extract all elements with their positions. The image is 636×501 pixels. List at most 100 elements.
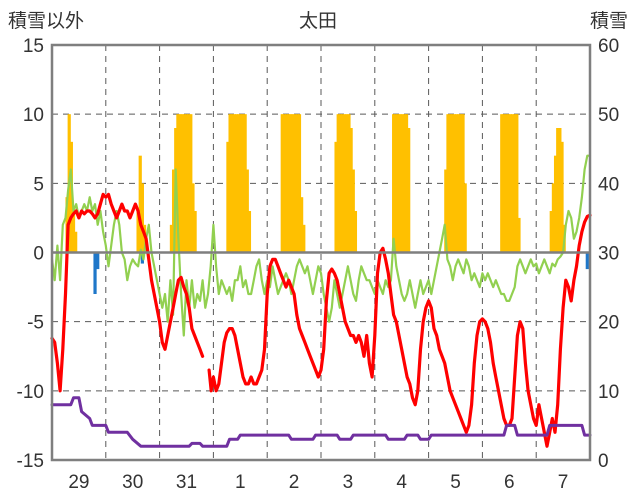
bar [69, 141, 73, 253]
bar [515, 114, 519, 253]
day-tick-label: 4 [396, 472, 407, 493]
bar [291, 114, 295, 253]
day-tick-label: 3 [343, 472, 354, 493]
left-tick-labels: 15 10 5 0 -5 -10 -15 [17, 36, 44, 472]
bar [93, 252, 97, 294]
bar [138, 155, 142, 253]
bar-series [65, 114, 589, 294]
bar [293, 114, 297, 253]
bar [558, 128, 562, 253]
bar [232, 114, 236, 253]
bar [446, 114, 450, 253]
bar [549, 211, 553, 253]
bar [182, 114, 186, 253]
bar [284, 114, 289, 253]
bar [184, 114, 189, 253]
bar [187, 114, 191, 253]
left-tick-label: -5 [27, 313, 44, 334]
bar [74, 231, 78, 253]
bar [506, 114, 510, 253]
bar [336, 114, 340, 253]
bar [351, 169, 355, 253]
right-tick-label: 0 [598, 451, 609, 472]
day-tick-label: 1 [235, 472, 246, 493]
bar [345, 114, 349, 253]
bar [295, 114, 299, 253]
bar [340, 114, 345, 253]
bar [245, 169, 249, 253]
bar [461, 114, 465, 253]
bar [500, 114, 504, 253]
right-tick-label: 20 [598, 313, 619, 334]
left-tick-label: -15 [17, 451, 44, 472]
bar [247, 211, 252, 253]
bar [338, 114, 342, 253]
bar [178, 114, 182, 253]
left-tick-label: -10 [17, 382, 44, 403]
bar [136, 211, 140, 253]
bar [287, 114, 291, 253]
bar [334, 141, 338, 253]
right-tick-label: 40 [598, 174, 619, 195]
bar [517, 217, 521, 253]
bar [407, 128, 411, 253]
day-tick-label: 7 [558, 472, 569, 493]
bar [353, 211, 358, 253]
bar [585, 252, 589, 270]
bar [140, 183, 144, 253]
bar [302, 224, 306, 253]
bar [191, 183, 195, 253]
grid-lines [52, 45, 590, 460]
purple_line-path [50, 396, 592, 448]
bar [556, 128, 560, 253]
bar [347, 114, 351, 253]
bar [510, 114, 515, 253]
bar [504, 114, 508, 253]
bar [171, 169, 176, 253]
bar [343, 114, 347, 253]
bar [193, 211, 197, 253]
left-tick-label: 5 [33, 174, 44, 195]
day-tick-label: 6 [504, 472, 515, 493]
bar [228, 114, 232, 253]
bar [71, 211, 76, 253]
bar [513, 114, 517, 253]
bar [551, 183, 556, 253]
bar [280, 114, 284, 253]
right-axis-title: 積雪 [590, 10, 628, 32]
bar [297, 114, 302, 253]
bar [226, 141, 230, 253]
bar [452, 114, 457, 253]
bar [239, 114, 243, 253]
bar [400, 114, 404, 253]
bar [237, 114, 241, 253]
bar [189, 114, 193, 253]
bar [402, 114, 406, 253]
right-tick-label: 50 [598, 105, 619, 126]
bar [243, 114, 247, 253]
bar [444, 169, 448, 253]
bar [392, 114, 396, 253]
bar [463, 183, 467, 253]
bar [230, 114, 234, 253]
bar [398, 114, 402, 253]
left-tick-label: 10 [23, 105, 44, 126]
bar [289, 114, 293, 253]
bar [234, 114, 239, 253]
red_line-path [207, 213, 592, 448]
bar [349, 128, 353, 253]
bar [180, 114, 184, 253]
bar [448, 114, 452, 253]
bar [394, 114, 398, 253]
right-tick-label: 10 [598, 382, 619, 403]
left-axis-title: 積雪以外 [8, 10, 84, 32]
chart-title: 太田 [299, 10, 337, 32]
bar [176, 114, 180, 253]
red_line-path [50, 192, 205, 393]
right-tick-label: 60 [598, 36, 619, 57]
plot-frame [50, 43, 592, 462]
bar [300, 197, 304, 253]
bar [396, 114, 400, 253]
bar [502, 114, 506, 253]
bar [241, 114, 245, 253]
